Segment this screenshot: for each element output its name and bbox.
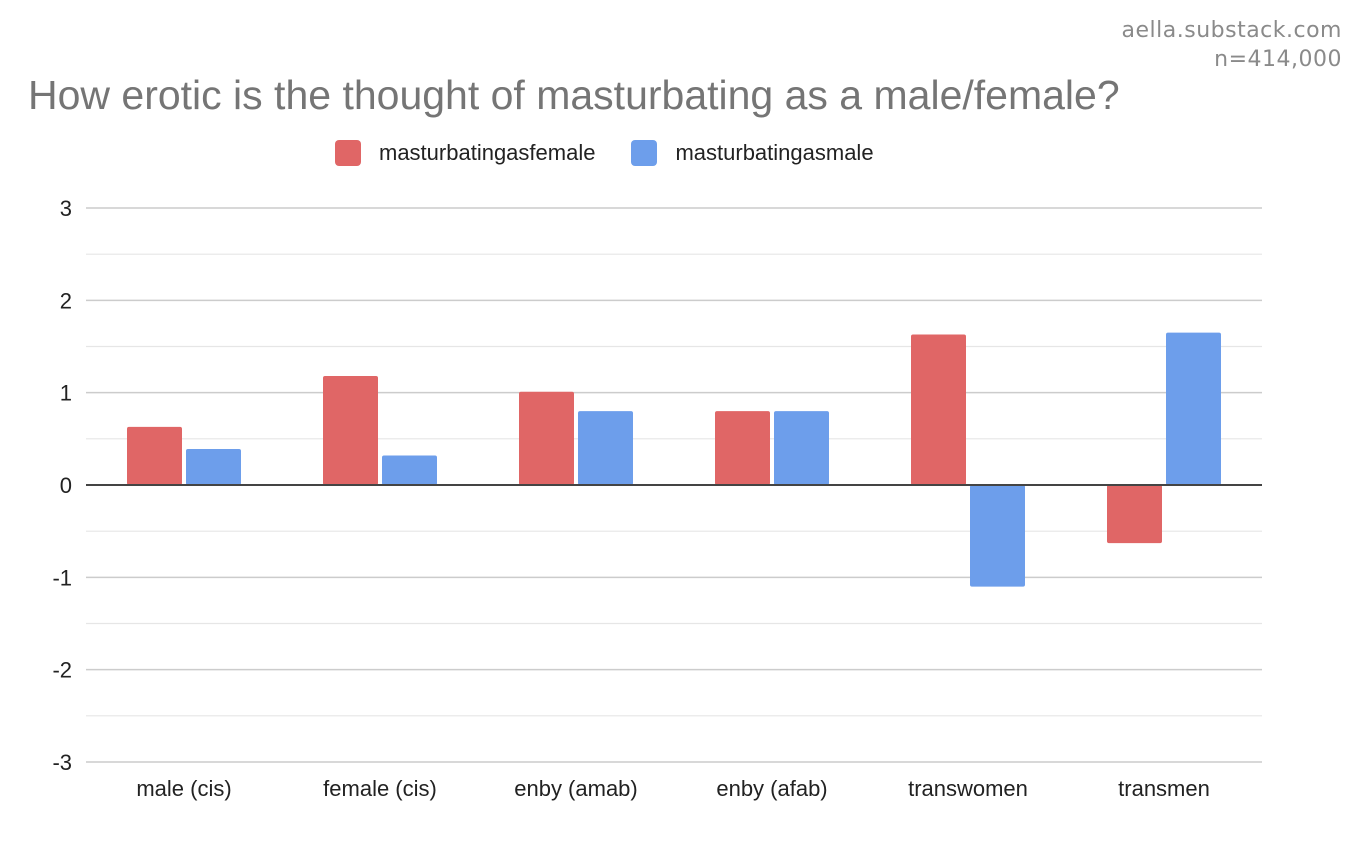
legend-swatch-female (335, 140, 361, 166)
bar-male-2 (578, 411, 633, 485)
bar-female-2 (519, 391, 574, 485)
y-tick-label: -2 (52, 658, 72, 683)
legend-swatch-male (631, 140, 658, 166)
bar-female-0 (127, 426, 182, 485)
watermark: aella.substack.com n=414,000 (1122, 16, 1342, 74)
x-tick-label: male (cis) (136, 776, 231, 801)
legend: masturbatingasfemale masturbatingasmale (335, 140, 910, 166)
bar-male-3 (774, 411, 829, 485)
legend-label-female: masturbatingasfemale (379, 140, 596, 165)
bar-male-1 (382, 455, 437, 485)
bar-female-5 (1107, 485, 1162, 544)
bar-male-5 (1166, 332, 1221, 485)
bar-male-4 (970, 485, 1025, 587)
bar-female-1 (323, 376, 378, 485)
legend-label-male: masturbatingasmale (675, 140, 874, 165)
y-tick-label: -1 (52, 565, 72, 590)
gridlines (86, 207, 1262, 763)
bar-female-3 (715, 411, 770, 485)
y-tick-label: 2 (60, 288, 72, 313)
y-tick-label: 3 (60, 196, 72, 221)
bar-female-4 (911, 334, 966, 485)
legend-item-male: masturbatingasmale (631, 140, 874, 166)
y-tick-labels: 3 2 1 0 -1 -2 -3 (52, 196, 72, 775)
x-tick-label: transwomen (908, 776, 1028, 801)
chart-title: How erotic is the thought of masturbatin… (28, 72, 1120, 118)
y-tick-label: 0 (60, 473, 72, 498)
x-tick-label: female (cis) (323, 776, 437, 801)
bar-male-0 (186, 448, 241, 485)
legend-item-female: masturbatingasfemale (335, 140, 595, 166)
x-tick-label: enby (afab) (716, 776, 827, 801)
watermark-site: aella.substack.com (1121, 18, 1342, 43)
x-tick-labels: male (cis) female (cis) enby (amab) enby (a… (136, 776, 1210, 801)
y-tick-label: -3 (52, 750, 72, 775)
watermark-sample-size: n=414,000 (1214, 47, 1342, 72)
bars (127, 332, 1221, 587)
x-tick-label: transmen (1118, 776, 1210, 801)
y-tick-label: 1 (60, 381, 72, 406)
x-tick-label: enby (amab) (514, 776, 638, 801)
